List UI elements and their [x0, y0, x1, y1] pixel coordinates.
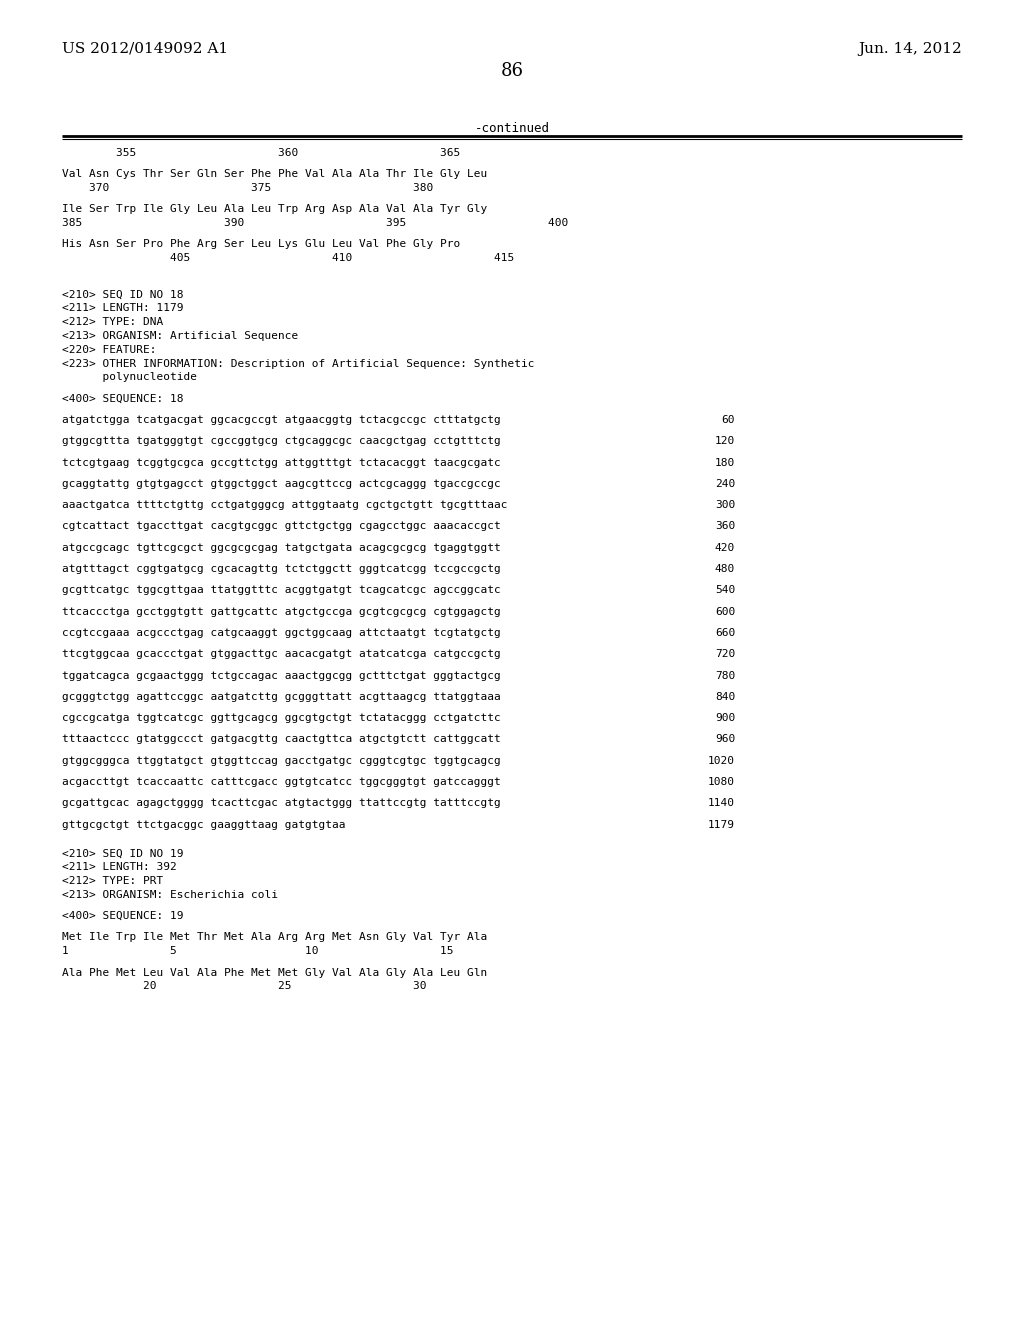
Text: 385                     390                     395                     400: 385 390 395 400 [62, 218, 568, 228]
Text: 60: 60 [722, 414, 735, 425]
Text: <212> TYPE: DNA: <212> TYPE: DNA [62, 317, 163, 327]
Text: acgaccttgt tcaccaattc catttcgacc ggtgtcatcc tggcgggtgt gatccagggt: acgaccttgt tcaccaattc catttcgacc ggtgtca… [62, 777, 501, 787]
Text: atgccgcagc tgttcgcgct ggcgcgcgag tatgctgata acagcgcgcg tgaggtggtt: atgccgcagc tgttcgcgct ggcgcgcgag tatgctg… [62, 543, 501, 553]
Text: cgtcattact tgaccttgat cacgtgcggc gttctgctgg cgagcctggc aaacaccgct: cgtcattact tgaccttgat cacgtgcggc gttctgc… [62, 521, 501, 532]
Text: 540: 540 [715, 585, 735, 595]
Text: 480: 480 [715, 564, 735, 574]
Text: Met Ile Trp Ile Met Thr Met Ala Arg Arg Met Asn Gly Val Tyr Ala: Met Ile Trp Ile Met Thr Met Ala Arg Arg … [62, 932, 487, 942]
Text: <210> SEQ ID NO 18: <210> SEQ ID NO 18 [62, 289, 183, 300]
Text: -continued: -continued [474, 121, 550, 135]
Text: 420: 420 [715, 543, 735, 553]
Text: 120: 120 [715, 437, 735, 446]
Text: tttaactccc gtatggccct gatgacgttg caactgttca atgctgtctt cattggcatt: tttaactccc gtatggccct gatgacgttg caactgt… [62, 734, 501, 744]
Text: <211> LENGTH: 392: <211> LENGTH: 392 [62, 862, 177, 873]
Text: 20                  25                  30: 20 25 30 [62, 981, 427, 991]
Text: gttgcgctgt ttctgacggc gaaggttaag gatgtgtaa: gttgcgctgt ttctgacggc gaaggttaag gatgtgt… [62, 820, 345, 830]
Text: 660: 660 [715, 628, 735, 638]
Text: Val Asn Cys Thr Ser Gln Ser Phe Phe Val Ala Ala Thr Ile Gly Leu: Val Asn Cys Thr Ser Gln Ser Phe Phe Val … [62, 169, 487, 180]
Text: atgtttagct cggtgatgcg cgcacagttg tctctggctt gggtcatcgg tccgccgctg: atgtttagct cggtgatgcg cgcacagttg tctctgg… [62, 564, 501, 574]
Text: ttcgtggcaa gcaccctgat gtggacttgc aacacgatgt atatcatcga catgccgctg: ttcgtggcaa gcaccctgat gtggacttgc aacacga… [62, 649, 501, 659]
Text: <213> ORGANISM: Artificial Sequence: <213> ORGANISM: Artificial Sequence [62, 331, 298, 341]
Text: gtggcgggca ttggtatgct gtggttccag gacctgatgc cgggtcgtgc tggtgcagcg: gtggcgggca ttggtatgct gtggttccag gacctga… [62, 756, 501, 766]
Text: <400> SEQUENCE: 19: <400> SEQUENCE: 19 [62, 911, 183, 921]
Text: 1179: 1179 [708, 820, 735, 830]
Text: 300: 300 [715, 500, 735, 511]
Text: Ile Ser Trp Ile Gly Leu Ala Leu Trp Arg Asp Ala Val Ala Tyr Gly: Ile Ser Trp Ile Gly Leu Ala Leu Trp Arg … [62, 205, 487, 214]
Text: 1020: 1020 [708, 756, 735, 766]
Text: <220> FEATURE:: <220> FEATURE: [62, 345, 157, 355]
Text: aaactgatca ttttctgttg cctgatgggcg attggtaatg cgctgctgtt tgcgtttaac: aaactgatca ttttctgttg cctgatgggcg attggt… [62, 500, 508, 511]
Text: ttcaccctga gcctggtgtt gattgcattc atgctgccga gcgtcgcgcg cgtggagctg: ttcaccctga gcctggtgtt gattgcattc atgctgc… [62, 607, 501, 616]
Text: 180: 180 [715, 458, 735, 467]
Text: <212> TYPE: PRT: <212> TYPE: PRT [62, 876, 163, 886]
Text: <223> OTHER INFORMATION: Description of Artificial Sequence: Synthetic: <223> OTHER INFORMATION: Description of … [62, 359, 535, 368]
Text: 900: 900 [715, 713, 735, 723]
Text: 840: 840 [715, 692, 735, 702]
Text: His Asn Ser Pro Phe Arg Ser Leu Lys Glu Leu Val Phe Gly Pro: His Asn Ser Pro Phe Arg Ser Leu Lys Glu … [62, 239, 460, 249]
Text: tggatcagca gcgaactggg tctgccagac aaactggcgg gctttctgat gggtactgcg: tggatcagca gcgaactggg tctgccagac aaactgg… [62, 671, 501, 681]
Text: 360: 360 [715, 521, 735, 532]
Text: Jun. 14, 2012: Jun. 14, 2012 [858, 42, 962, 55]
Text: gcaggtattg gtgtgagcct gtggctggct aagcgttccg actcgcaggg tgaccgccgc: gcaggtattg gtgtgagcct gtggctggct aagcgtt… [62, 479, 501, 488]
Text: 405                     410                     415: 405 410 415 [62, 253, 514, 263]
Text: <211> LENGTH: 1179: <211> LENGTH: 1179 [62, 304, 183, 313]
Text: US 2012/0149092 A1: US 2012/0149092 A1 [62, 42, 228, 55]
Text: <210> SEQ ID NO 19: <210> SEQ ID NO 19 [62, 849, 183, 858]
Text: gtggcgttta tgatgggtgt cgccggtgcg ctgcaggcgc caacgctgag cctgtttctg: gtggcgttta tgatgggtgt cgccggtgcg ctgcagg… [62, 437, 501, 446]
Text: atgatctgga tcatgacgat ggcacgccgt atgaacggtg tctacgccgc ctttatgctg: atgatctgga tcatgacgat ggcacgccgt atgaacg… [62, 414, 501, 425]
Text: gcgttcatgc tggcgttgaa ttatggtttc acggtgatgt tcagcatcgc agccggcatc: gcgttcatgc tggcgttgaa ttatggtttc acggtga… [62, 585, 501, 595]
Text: cgccgcatga tggtcatcgc ggttgcagcg ggcgtgctgt tctatacggg cctgatcttc: cgccgcatga tggtcatcgc ggttgcagcg ggcgtgc… [62, 713, 501, 723]
Text: <400> SEQUENCE: 18: <400> SEQUENCE: 18 [62, 393, 183, 404]
Text: 960: 960 [715, 734, 735, 744]
Text: 1140: 1140 [708, 799, 735, 808]
Text: 1080: 1080 [708, 777, 735, 787]
Text: ccgtccgaaa acgccctgag catgcaaggt ggctggcaag attctaatgt tcgtatgctg: ccgtccgaaa acgccctgag catgcaaggt ggctggc… [62, 628, 501, 638]
Text: gcgggtctgg agattccggc aatgatcttg gcgggttatt acgttaagcg ttatggtaaa: gcgggtctgg agattccggc aatgatcttg gcgggtt… [62, 692, 501, 702]
Text: 86: 86 [501, 62, 523, 81]
Text: 720: 720 [715, 649, 735, 659]
Text: tctcgtgaag tcggtgcgca gccgttctgg attggtttgt tctacacggt taacgcgatc: tctcgtgaag tcggtgcgca gccgttctgg attggtt… [62, 458, 501, 467]
Text: 355                     360                     365: 355 360 365 [62, 148, 460, 158]
Text: 240: 240 [715, 479, 735, 488]
Text: Ala Phe Met Leu Val Ala Phe Met Met Gly Val Ala Gly Ala Leu Gln: Ala Phe Met Leu Val Ala Phe Met Met Gly … [62, 968, 487, 978]
Text: polynucleotide: polynucleotide [62, 372, 197, 383]
Text: 600: 600 [715, 607, 735, 616]
Text: gcgattgcac agagctgggg tcacttcgac atgtactggg ttattccgtg tatttccgtg: gcgattgcac agagctgggg tcacttcgac atgtact… [62, 799, 501, 808]
Text: 370                     375                     380: 370 375 380 [62, 183, 433, 193]
Text: <213> ORGANISM: Escherichia coli: <213> ORGANISM: Escherichia coli [62, 890, 278, 900]
Text: 1               5                   10                  15: 1 5 10 15 [62, 946, 454, 956]
Text: 780: 780 [715, 671, 735, 681]
